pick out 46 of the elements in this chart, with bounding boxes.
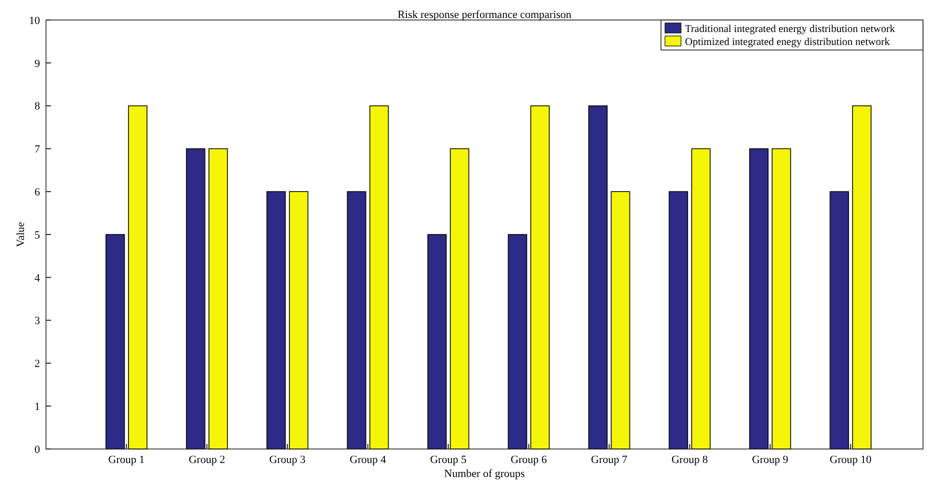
bar [128, 105, 148, 450]
y-tick-label: 1 [34, 400, 40, 413]
bar [830, 191, 849, 450]
y-tick-label: 6 [34, 186, 40, 198]
x-axis-title: Number of groups [444, 468, 525, 480]
x-tick-label: Group 8 [671, 454, 708, 466]
bar [668, 191, 688, 450]
y-axis-title: Value [15, 222, 27, 248]
y-tick-label: 9 [34, 58, 40, 70]
chart-title: Risk response performance comparison [398, 9, 572, 21]
x-tick-label: Group 9 [752, 454, 789, 466]
y-tick-label: 5 [34, 229, 40, 242]
y-tick-label: 0 [34, 444, 40, 456]
bar [508, 234, 528, 450]
bar [772, 148, 792, 450]
bar [288, 191, 308, 450]
bar [106, 234, 125, 450]
bar [346, 191, 366, 450]
legend-label: Traditional integrated energy distribution network [685, 24, 896, 35]
bar [186, 148, 206, 450]
bar [266, 191, 286, 450]
legend-label: Optimized integrated enegy distribution network [685, 37, 890, 48]
bar [369, 105, 389, 450]
x-tick-label: Group 5 [430, 454, 467, 466]
y-tick-label: 3 [34, 315, 40, 328]
bar [749, 148, 769, 450]
bar [588, 105, 608, 450]
bar [530, 105, 550, 450]
y-tick-label: 7 [34, 144, 40, 156]
bar [691, 148, 711, 450]
y-tick-label: 8 [34, 100, 40, 113]
y-tick-label: 2 [34, 358, 40, 370]
bar [450, 148, 470, 450]
x-tick-label: Group 2 [188, 454, 226, 466]
bar [852, 105, 872, 450]
bar [610, 191, 630, 450]
x-tick-label: Group 10 [830, 454, 872, 466]
x-tick-label: Group 7 [591, 454, 628, 466]
x-tick-label: Group 3 [269, 454, 306, 466]
x-tick-label: Group 4 [350, 454, 387, 466]
x-tick-label: Group 6 [510, 454, 548, 466]
bar [208, 148, 228, 450]
y-tick-label: 4 [34, 272, 40, 284]
y-tick-label: 10 [29, 14, 40, 27]
bar [427, 234, 447, 450]
x-tick-label: Group 1 [108, 454, 145, 466]
